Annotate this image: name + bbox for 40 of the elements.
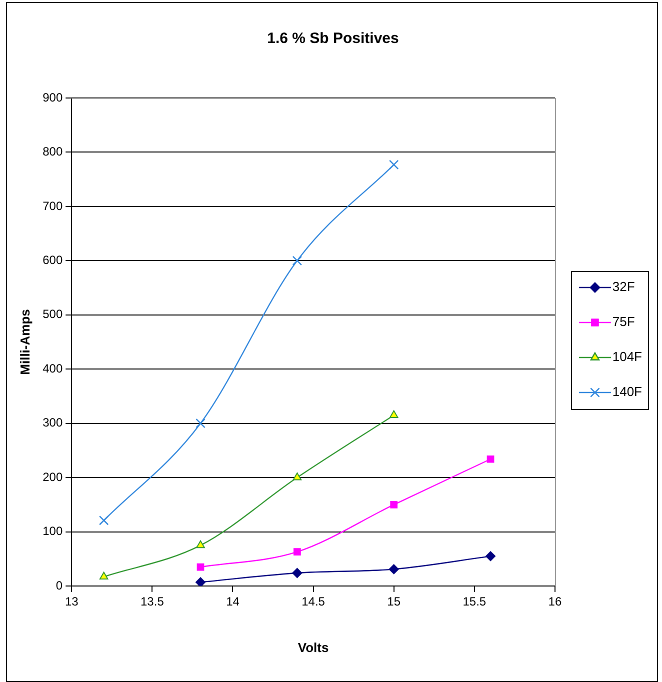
point bbox=[292, 472, 302, 480]
x-axis-title: Volts bbox=[298, 640, 329, 655]
legend-label: 75F bbox=[583, 314, 635, 330]
y-tick-label: 900 bbox=[42, 90, 63, 104]
y-tick-label: 300 bbox=[42, 416, 63, 430]
y-tick-label: 400 bbox=[42, 361, 63, 376]
y-tick-label: 800 bbox=[42, 144, 63, 159]
point bbox=[196, 577, 206, 586]
point bbox=[486, 551, 496, 562]
point bbox=[99, 572, 108, 580]
x-tick-label: 14.5 bbox=[302, 594, 326, 609]
y-tick-label: 500 bbox=[42, 307, 63, 322]
x-tick-label: 16 bbox=[548, 594, 562, 609]
x-tick-label: 15.5 bbox=[462, 594, 486, 609]
point bbox=[294, 548, 301, 556]
point bbox=[388, 160, 399, 170]
chart-title: 1.6 % Sb Positives bbox=[267, 30, 399, 48]
legend-label: 32F bbox=[583, 279, 635, 294]
x-tick-label: 14 bbox=[226, 594, 240, 609]
x-tick-label: 13.5 bbox=[140, 594, 164, 609]
y-tick-label: 0 bbox=[56, 578, 63, 592]
point bbox=[389, 410, 398, 418]
point bbox=[196, 540, 205, 548]
x-tick-label: 15 bbox=[387, 594, 401, 609]
legend-label: 104F bbox=[583, 349, 642, 364]
y-tick-label: 100 bbox=[42, 524, 63, 538]
y-tick-label: 200 bbox=[42, 470, 63, 484]
point bbox=[196, 563, 204, 571]
y-tick-label: 600 bbox=[42, 252, 63, 267]
point bbox=[388, 564, 399, 574]
legend-label: 140F bbox=[583, 384, 642, 400]
point bbox=[196, 418, 206, 428]
point bbox=[292, 568, 302, 578]
y-axis-title: Milli-Amps bbox=[17, 309, 32, 375]
y-tick-label: 700 bbox=[42, 198, 63, 213]
point bbox=[390, 500, 398, 508]
x-tick-label: 13 bbox=[64, 594, 79, 609]
point bbox=[292, 256, 302, 266]
point bbox=[98, 516, 109, 526]
point bbox=[486, 455, 494, 463]
